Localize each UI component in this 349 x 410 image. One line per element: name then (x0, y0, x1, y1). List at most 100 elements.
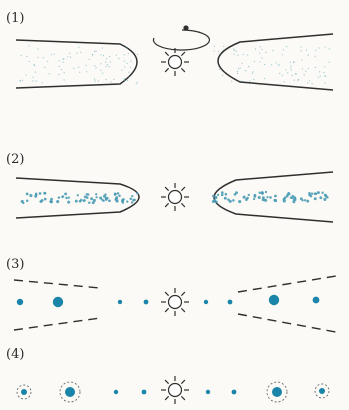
dust-speck (126, 47, 128, 49)
dust-speck (28, 45, 30, 47)
planet-halos (16, 381, 330, 403)
sun-ray (164, 186, 170, 192)
dust-speck (223, 45, 225, 48)
dust-speck (224, 192, 228, 196)
dust-speck (95, 67, 97, 69)
dust-speck (307, 67, 309, 70)
dust-speck (293, 61, 295, 64)
dust-speck (282, 198, 285, 201)
dust-speck (287, 72, 289, 74)
dust-speck (50, 197, 53, 201)
sun-core (167, 54, 183, 70)
dust-speck (272, 50, 274, 52)
dust-speck (95, 50, 97, 52)
planet (113, 389, 119, 395)
dust-speck (305, 70, 307, 72)
dust-speck (252, 197, 256, 201)
dust-speck (47, 60, 49, 63)
dust-speck (300, 50, 302, 52)
dust-speck (60, 69, 63, 71)
dust-speck (308, 80, 311, 82)
dust-speck (303, 199, 307, 202)
dust-speck (232, 199, 235, 202)
dust-field (19, 45, 330, 85)
dust-speck (136, 192, 139, 195)
dust-speck (121, 198, 124, 201)
dust-speck (103, 194, 107, 198)
sun-ray (164, 202, 170, 208)
dust-speck (67, 56, 69, 58)
rotation-arrow-icon (152, 25, 211, 51)
dust-speck (110, 81, 112, 83)
planet (231, 389, 237, 395)
dust-speck (289, 61, 292, 63)
dust-speck (65, 196, 68, 200)
dust-speck (233, 49, 235, 52)
gas-boundary-left-top (13, 279, 101, 289)
dust-speck (99, 196, 103, 200)
dust-speck (222, 49, 224, 51)
dust-speck (37, 48, 39, 50)
dust-speck (228, 199, 232, 203)
dust-speck (242, 53, 244, 56)
dust-speck (275, 62, 277, 64)
dust-speck (233, 48, 235, 50)
dust-speck (42, 57, 45, 59)
dust-speck (309, 194, 313, 198)
dust-speck (311, 83, 313, 85)
settled-dust-band (20, 190, 329, 205)
dust-speck (124, 46, 126, 49)
dust-speck (88, 201, 91, 204)
dust-speck (34, 71, 37, 73)
dust-speck (265, 51, 267, 53)
gas-boundary-right-top (237, 275, 337, 293)
dust-speck (313, 197, 317, 201)
dust-speck (217, 50, 219, 52)
dust-speck (247, 54, 249, 56)
dust-speck (135, 83, 137, 85)
planetesimal (52, 296, 64, 308)
disk-left (15, 39, 138, 89)
dust-speck (213, 45, 216, 47)
planet (319, 388, 325, 394)
dust-speck (319, 75, 321, 77)
dust-speck (233, 53, 235, 55)
dust-speck (20, 54, 22, 57)
dust-speck (69, 52, 71, 54)
dust-speck (123, 79, 126, 82)
dust-speck (105, 61, 107, 63)
dust-speck (108, 66, 110, 68)
sun-ray (164, 51, 170, 57)
dust-speck (240, 80, 242, 82)
dust-speck (239, 67, 241, 69)
planet (141, 389, 147, 395)
sun-core (167, 294, 183, 310)
dust-speck (285, 69, 287, 71)
dust-speck (328, 61, 330, 63)
dust-speck (245, 70, 247, 72)
dust-speck (43, 191, 47, 195)
sun-icon (161, 288, 189, 316)
dust-speck (94, 50, 96, 53)
planetesimal (312, 296, 320, 304)
dust-speck (109, 55, 111, 58)
dust-speck (85, 64, 87, 66)
dust-speck (34, 193, 38, 197)
sun-core (167, 189, 183, 205)
dust-speck (254, 48, 257, 50)
dust-speck (291, 194, 295, 198)
sun-icon (161, 376, 189, 404)
dust-speck (324, 46, 326, 48)
planet-halo (266, 381, 288, 403)
dust-speck (127, 79, 129, 82)
disk-left (15, 177, 140, 219)
dust-speck (238, 200, 242, 204)
dust-speck (261, 196, 265, 200)
dust-speck (294, 73, 297, 75)
dust-speck (324, 75, 326, 77)
dust-speck (264, 198, 268, 202)
dust-speck (29, 194, 33, 198)
dust-speck (273, 199, 278, 203)
dust-speck (259, 61, 261, 63)
